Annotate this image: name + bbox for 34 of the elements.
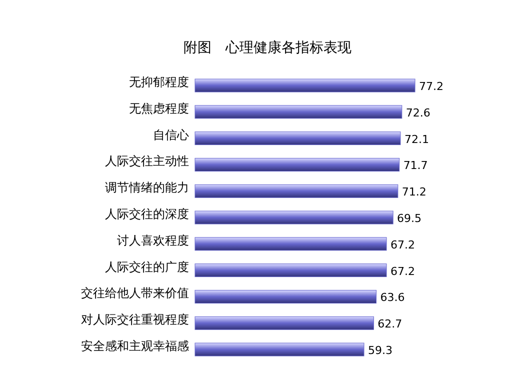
data-label: 67.2	[390, 264, 416, 278]
y-tick-label: 讨人喜欢程度	[117, 233, 189, 248]
data-label: 62.7	[378, 318, 402, 331]
data-label: 71.2	[402, 186, 426, 199]
data-label: 59.3	[368, 344, 392, 357]
data-label: 69.5	[397, 212, 422, 225]
bar	[194, 158, 400, 172]
data-label: 67.2	[390, 238, 416, 252]
y-tick-label: 安全感和主观幸福感	[81, 339, 189, 353]
chart-title: 附图 心理健康各指标表现	[184, 40, 352, 56]
y-tick-label: 人际交往的深度	[105, 207, 189, 221]
bar	[194, 105, 402, 119]
data-label: 71.7	[403, 159, 428, 172]
y-tick-label: 调节情绪的能力	[105, 180, 189, 195]
data-label: 72.6	[406, 106, 430, 120]
data-label: 72.1	[404, 132, 429, 146]
y-tick-label: 对人际交往重视程度	[81, 312, 189, 327]
y-tick-label: 交往给他人带来价值	[81, 286, 189, 300]
bar	[194, 316, 374, 330]
bar	[194, 184, 398, 198]
y-tick-label: 无抑郁程度	[129, 75, 189, 89]
bar	[194, 264, 387, 278]
bar	[194, 132, 401, 146]
bar	[194, 237, 387, 251]
bar	[194, 210, 394, 224]
y-tick-label: 人际交往的广度	[105, 260, 189, 274]
bar	[194, 342, 364, 356]
y-tick-label: 无焦虑程度	[129, 101, 189, 116]
bar	[194, 78, 416, 92]
bar	[194, 290, 376, 304]
y-tick-label: 自信心	[153, 128, 189, 142]
data-label: 77.2	[419, 80, 444, 93]
data-label: 63.6	[380, 291, 405, 304]
y-tick-label: 人际交往主动性	[105, 154, 189, 168]
